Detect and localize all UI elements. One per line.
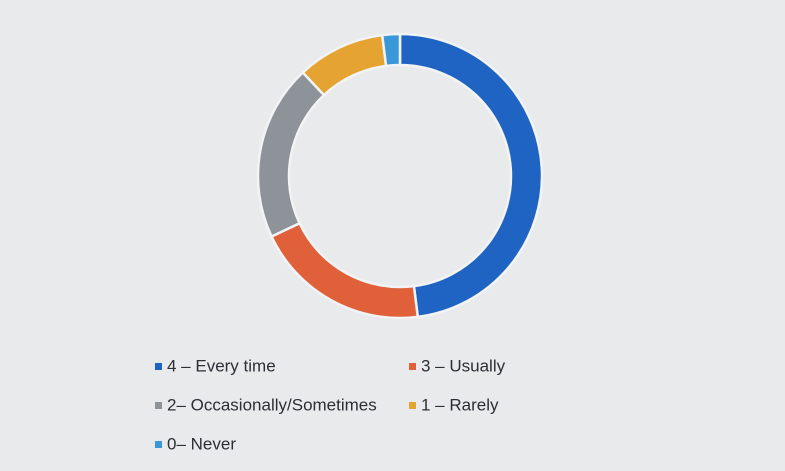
legend-label: 1 – Rarely <box>421 395 499 414</box>
legend-label: 2– Occasionally/Sometimes <box>167 395 377 414</box>
donut-segment <box>380 32 402 68</box>
legend-swatch <box>155 363 162 370</box>
legend-swatch <box>155 441 162 448</box>
legend-label: 4 – Every time <box>167 356 276 375</box>
legend-swatch <box>155 402 162 409</box>
legend-swatch <box>409 402 416 409</box>
legend-swatch <box>409 363 416 370</box>
donut-segment <box>398 32 544 319</box>
legend-label: 0– Never <box>167 434 236 453</box>
legend-label: 3 – Usually <box>421 356 506 375</box>
